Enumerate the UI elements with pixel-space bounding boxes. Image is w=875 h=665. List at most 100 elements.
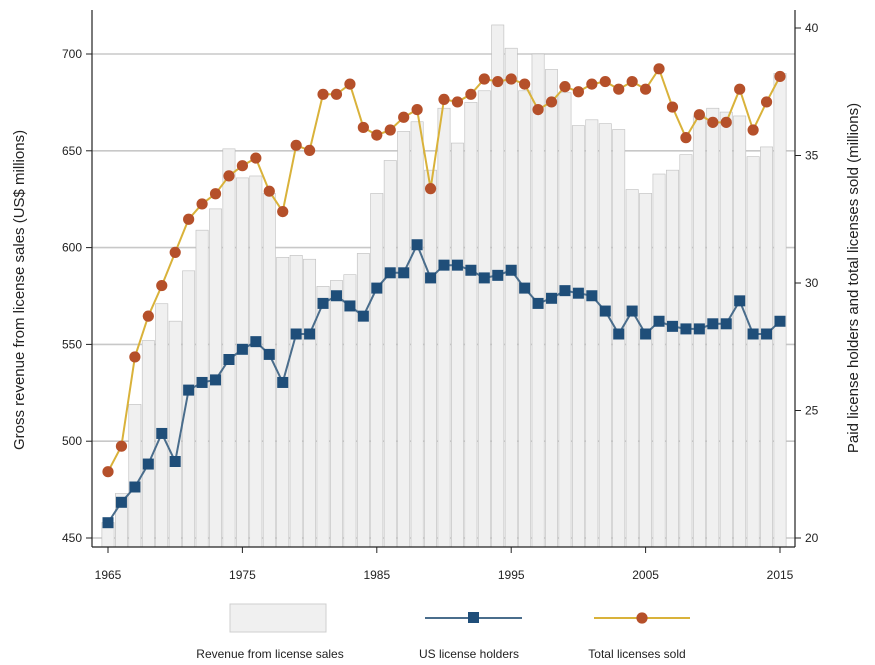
point-license-holders-1969 — [156, 427, 168, 439]
bar-2014 — [760, 146, 773, 548]
point-license-holders-1965 — [102, 517, 114, 529]
point-licenses-sold-1996 — [519, 78, 531, 90]
point-license-holders-1982 — [330, 290, 342, 302]
point-license-holders-1984 — [357, 310, 369, 322]
bar-2004 — [625, 189, 639, 548]
point-licenses-sold-1965 — [102, 466, 114, 478]
point-licenses-sold-2008 — [680, 132, 692, 144]
bar-1987 — [397, 131, 411, 548]
point-licenses-sold-2002 — [599, 75, 611, 88]
point-license-holders-1988 — [411, 239, 423, 251]
point-licenses-sold-1994 — [492, 75, 504, 88]
bar-1994 — [491, 24, 505, 548]
bar-1978 — [276, 256, 290, 548]
bar-2001 — [585, 119, 599, 548]
bar-2012 — [733, 115, 747, 548]
point-licenses-sold-1991 — [451, 96, 464, 108]
bar-2011 — [719, 111, 733, 548]
point-licenses-sold-2004 — [626, 75, 638, 88]
y-tick-label-left-700: 700 — [62, 47, 82, 61]
point-license-holders-2012 — [734, 295, 746, 307]
point-licenses-sold-2012 — [734, 83, 746, 95]
point-licenses-sold-1997 — [532, 104, 544, 116]
point-licenses-sold-1970 — [169, 246, 181, 258]
y-tick-label-left-450: 450 — [62, 531, 82, 545]
y-tick-label-right-35: 35 — [805, 149, 819, 163]
point-licenses-sold-2009 — [693, 109, 705, 121]
point-licenses-sold-1971 — [183, 213, 195, 225]
legend-label-license-holders: US license holders — [419, 647, 519, 661]
point-license-holders-1993 — [478, 272, 490, 284]
point-license-holders-1966 — [115, 496, 127, 508]
point-license-holders-1994 — [492, 269, 504, 281]
point-licenses-sold-1977 — [263, 185, 275, 197]
x-tick-label-1995: 1995 — [498, 568, 525, 582]
point-license-holders-1986 — [384, 267, 396, 279]
point-license-holders-1983 — [344, 300, 356, 312]
bar-1990 — [437, 107, 451, 548]
point-licenses-sold-1998 — [545, 96, 558, 108]
point-licenses-sold-2014 — [760, 96, 773, 108]
point-license-holders-1971 — [183, 384, 195, 396]
point-license-holders-1991 — [451, 259, 463, 271]
point-license-holders-1970 — [169, 456, 181, 467]
point-licenses-sold-2000 — [572, 86, 585, 98]
point-licenses-sold-1973 — [209, 188, 222, 200]
bar-1998 — [545, 69, 558, 548]
point-license-holders-1998 — [546, 292, 558, 304]
bar-1983 — [343, 274, 357, 548]
bar-1988 — [410, 121, 424, 548]
bar-2002 — [598, 123, 612, 548]
point-license-holders-1990 — [438, 259, 450, 271]
series-lines — [102, 63, 786, 529]
point-license-holders-2004 — [626, 305, 638, 317]
point-license-holders-2000 — [572, 287, 584, 299]
point-licenses-sold-2003 — [613, 83, 625, 95]
bar-2008 — [679, 154, 693, 548]
bar-1980 — [303, 258, 317, 548]
bar-1974 — [222, 148, 236, 548]
tick-labels: 450 500 550 600 650 700 20 25 30 35 40 1965 1975 1985… — [62, 21, 819, 582]
point-licenses-sold-1985 — [371, 129, 383, 141]
bar-1999 — [558, 92, 572, 548]
point-license-holders-1985 — [371, 282, 383, 294]
bar-1975 — [235, 177, 249, 548]
point-licenses-sold-1975 — [236, 160, 248, 172]
point-licenses-sold-1982 — [330, 88, 343, 100]
point-license-holders-2005 — [640, 328, 652, 340]
point-license-holders-1979 — [290, 328, 302, 340]
y-tick-label-right-40: 40 — [805, 21, 819, 35]
point-licenses-sold-2007 — [666, 101, 679, 113]
legend-label-licenses-sold: Total licenses sold — [588, 647, 685, 661]
x-tick-label-2005: 2005 — [632, 568, 659, 582]
bar-1972 — [195, 229, 209, 548]
point-licenses-sold-1988 — [411, 104, 423, 116]
point-license-holders-2009 — [693, 323, 705, 335]
point-licenses-sold-1967 — [129, 351, 141, 363]
bar-1982 — [330, 280, 343, 548]
legend-swatch-revenue — [229, 603, 327, 633]
bar-1984 — [356, 253, 370, 548]
bar-1968 — [141, 340, 155, 548]
point-license-holders-1974 — [223, 354, 235, 365]
point-license-holders-1996 — [519, 282, 531, 294]
point-licenses-sold-1978 — [277, 206, 289, 218]
point-licenses-sold-1981 — [317, 88, 329, 100]
point-licenses-sold-1990 — [438, 93, 450, 105]
axes — [86, 10, 801, 553]
point-license-holders-2002 — [599, 305, 611, 317]
point-licenses-sold-2015 — [774, 70, 786, 83]
bar-2000 — [571, 125, 585, 548]
point-licenses-sold-1969 — [156, 279, 168, 292]
bar-1995 — [504, 47, 518, 548]
x-tick-label-1975: 1975 — [229, 568, 256, 582]
bar-1996 — [518, 90, 532, 548]
y-tick-label-right-30: 30 — [805, 276, 819, 290]
bar-1993 — [477, 90, 491, 548]
y-tick-label-right-20: 20 — [805, 531, 819, 545]
bar-2005 — [639, 193, 653, 548]
point-license-holders-1989 — [425, 272, 437, 284]
point-licenses-sold-1983 — [344, 78, 356, 90]
point-licenses-sold-2006 — [653, 63, 665, 75]
bar-1969 — [155, 303, 169, 548]
